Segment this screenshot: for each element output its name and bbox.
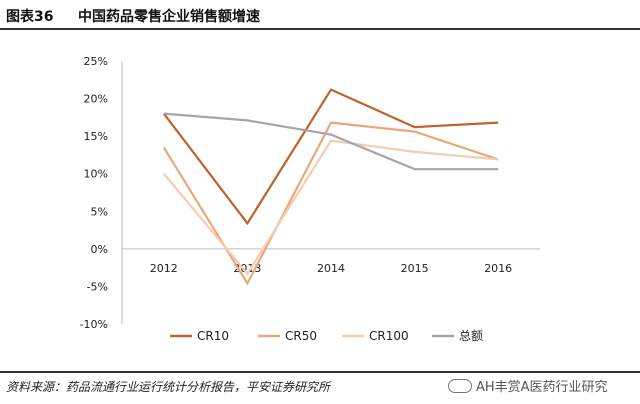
y-tick-label: -5% [87,280,108,293]
figure-title: 中国药品零售企业销售额增速 [78,9,260,25]
x-tick-label: 2014 [317,262,345,275]
x-tick-label: 2015 [401,262,429,275]
x-tick-label: 2012 [150,262,178,275]
legend-label: 总额 [459,329,483,343]
chart-axes: 25%20%15%10%5%0%-5%-10%2012 2013 2014 2015 2… [80,55,540,331]
chart-series [162,88,499,286]
y-tick-label: 20% [84,93,108,106]
chart-legend: CR10 CR50 CR100 总额 [170,329,483,343]
footer-rule [0,371,640,373]
legend-label: CR10 [197,329,229,343]
series-line-CR10 [162,88,499,226]
x-tick-label: 2016 [484,262,512,275]
figure-number: 图表36 [6,9,54,25]
y-tick-label: 15% [84,130,108,143]
wechat-icon [448,379,472,393]
y-tick-label: 5% [91,205,108,218]
y-tick-label: 25% [84,55,108,68]
y-tick-label: 10% [84,168,108,181]
series-line-总额 [163,112,499,171]
y-tick-label: -10% [80,318,108,331]
source-note: 资料来源：药品流通行业运行统计分析报告，平安证券研究所 [6,380,331,394]
legend-label: CR100 [369,329,409,343]
legend-label: CR50 [285,329,317,343]
series-line-CR50 [162,121,499,286]
watermark-text: AH丰赏A医药行业研究 [476,380,608,395]
series-line-CR100 [162,139,499,276]
watermark: AH丰赏A医药行业研究 [448,376,608,395]
y-tick-label: 0% [91,243,108,256]
header-rule [0,28,640,30]
figure-header: 图表36 中国药品零售企业销售额增速 [0,0,640,30]
